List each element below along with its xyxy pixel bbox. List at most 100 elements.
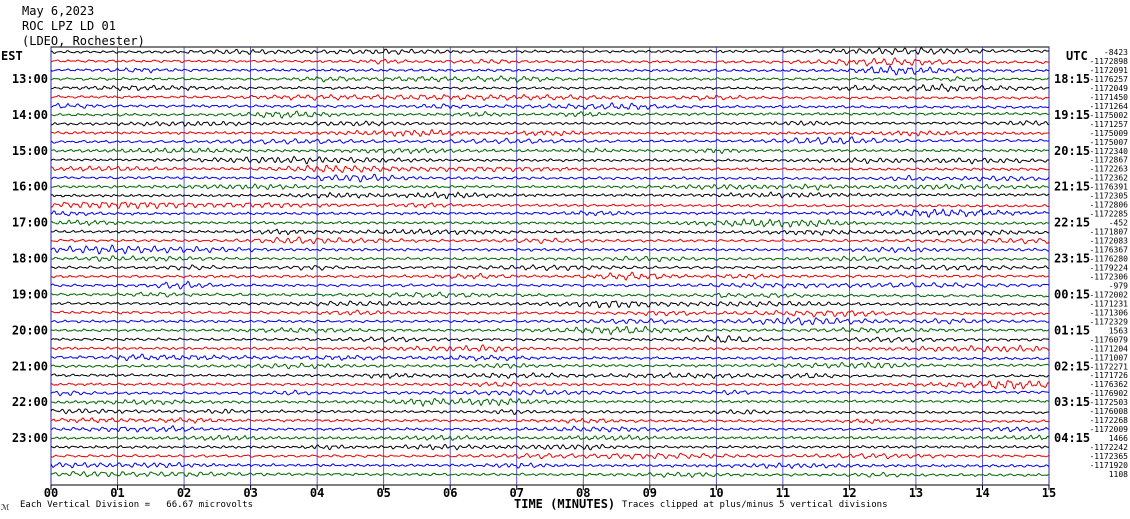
trace-line (50, 82, 1050, 93)
x-tick-label: 13 (909, 486, 923, 500)
trace-offset-label: -1171231 (1089, 299, 1128, 308)
x-tick-label: 03 (243, 486, 257, 500)
right-hour-label: 23:15 (1054, 252, 1090, 266)
left-hour-label: 22:00 (12, 395, 48, 409)
trace-offset-label: -1172009 (1089, 425, 1128, 434)
trace-line (50, 361, 1050, 370)
right-timezone-label: UTC (1066, 49, 1088, 63)
x-tick-label: 02 (177, 486, 191, 500)
network-label: (LDEO, Rochester) (22, 34, 145, 48)
trace-offset-label: -1171257 (1089, 120, 1128, 129)
trace-line (50, 443, 1050, 451)
trace-line (50, 228, 1050, 236)
right-hour-label: 20:15 (1054, 144, 1090, 158)
trace-offset-label: -1172271 (1089, 362, 1128, 371)
scale-note: Each Vertical Division = 66.67 microvolt… (20, 500, 253, 510)
trace-line (50, 173, 1050, 183)
x-tick-label: 10 (709, 486, 723, 500)
trace-line (50, 408, 1050, 415)
trace-offset-label: -1172503 (1089, 398, 1128, 407)
trace-offset-label: -1175009 (1089, 129, 1128, 138)
trace-offset-label: -1176257 (1089, 75, 1128, 84)
left-hour-label: 15:00 (12, 144, 48, 158)
trace-line (50, 218, 1050, 228)
trace-line (50, 120, 1050, 127)
left-hour-label: 23:00 (12, 431, 48, 445)
trace-line (50, 102, 1050, 110)
left-hour-label: 21:00 (12, 359, 48, 373)
trace-offset-label: -1176367 (1089, 246, 1128, 255)
corner-mark: ℳ (1, 503, 10, 512)
trace-offset-label: -1175002 (1089, 111, 1128, 120)
trace-offset-label: -452 (1109, 219, 1128, 228)
trace-offset-label: -1172306 (1089, 272, 1128, 281)
trace-line (50, 191, 1050, 200)
trace-offset-label: 1108 (1109, 470, 1128, 479)
trace-line (50, 263, 1050, 272)
trace-line (50, 164, 1050, 174)
trace-line (50, 309, 1050, 318)
x-tick-label: 09 (643, 486, 657, 500)
right-hour-label: 02:15 (1054, 359, 1090, 373)
trace-line (50, 155, 1050, 165)
trace-line (50, 470, 1050, 479)
x-tick-label: 00 (44, 486, 58, 500)
trace-line (50, 452, 1050, 460)
trace-line (50, 254, 1050, 263)
left-timezone-label: EST (1, 49, 23, 63)
trace-line (50, 316, 1050, 326)
trace-line (50, 425, 1050, 433)
trace-line (50, 110, 1050, 120)
trace-offset-label: -1175007 (1089, 138, 1128, 147)
right-hour-label: 18:15 (1054, 72, 1090, 86)
right-hour-label: 03:15 (1054, 395, 1090, 409)
trace-offset-label: -1176008 (1089, 407, 1128, 416)
trace-offset-label: -1172049 (1089, 84, 1128, 93)
right-hour-label: 22:15 (1054, 216, 1090, 230)
x-tick-label: 12 (842, 486, 856, 500)
trace-line (50, 353, 1050, 362)
trace-line (50, 379, 1050, 390)
trace-line (50, 325, 1050, 336)
trace-offset-label: -1172305 (1089, 192, 1128, 201)
trace-offset-label: -1172285 (1089, 210, 1128, 219)
trace-offset-label: -1171204 (1089, 344, 1128, 353)
right-hour-label: 01:15 (1054, 323, 1090, 337)
trace-line (50, 201, 1050, 210)
trace-line (50, 335, 1050, 343)
plot-frame (50, 46, 1050, 486)
left-hour-label: 16:00 (12, 180, 48, 194)
trace-offset-label: -1179224 (1089, 263, 1128, 272)
trace-offset-label: -1171807 (1089, 228, 1128, 237)
trace-line (50, 57, 1050, 67)
x-tick-label: 15 (1042, 486, 1056, 500)
trace-line (50, 244, 1050, 255)
right-hour-label: 19:15 (1054, 108, 1090, 122)
trace-offset-label: -1176902 (1089, 389, 1128, 398)
trace-line (50, 300, 1050, 309)
x-tick-label: 07 (510, 486, 524, 500)
trace-offset-label: -1171306 (1089, 308, 1128, 317)
trace-offset-label: 1563 (1109, 326, 1128, 335)
trace-line (50, 461, 1050, 470)
x-tick-label: 08 (576, 486, 590, 500)
trace-offset-label: -1172242 (1089, 443, 1128, 452)
trace-offset-label: -1176362 (1089, 380, 1128, 389)
trace-line (50, 208, 1050, 218)
trace-offset-label: -1176391 (1089, 183, 1128, 192)
trace-offset-label: 1466 (1109, 434, 1128, 443)
left-hour-label: 17:00 (12, 216, 48, 230)
trace-offset-label: -1171450 (1089, 93, 1128, 102)
station-label: ROC LPZ LD 01 (22, 19, 116, 33)
clip-note: Traces clipped at plus/minus 5 vertical … (622, 500, 888, 510)
trace-offset-label: -1172806 (1089, 201, 1128, 210)
trace-line (51, 183, 1050, 191)
left-hour-label: 20:00 (12, 323, 48, 337)
trace-line (50, 271, 1050, 281)
trace-line (50, 371, 1050, 380)
trace-offset-label: -1172091 (1089, 66, 1128, 75)
trace-line (50, 389, 1050, 397)
trace-offset-label: -1172362 (1089, 174, 1128, 183)
x-tick-label: 01 (110, 486, 124, 500)
